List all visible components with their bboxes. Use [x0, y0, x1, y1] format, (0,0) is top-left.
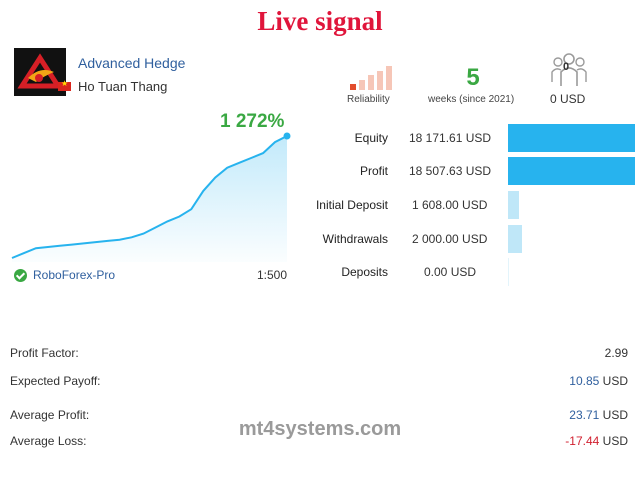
growth-endpoint	[283, 132, 291, 140]
stat-bar-profit	[508, 157, 635, 185]
reliability-label: Reliability	[347, 94, 390, 105]
reliability-bar	[377, 70, 383, 90]
stat-bar-withdrawals	[508, 225, 522, 253]
stat-label-equity: Equity	[354, 131, 388, 145]
expected-payoff-value: 10.85 USD	[569, 374, 628, 388]
verified-check-icon	[14, 268, 27, 282]
stat-bar-deposits	[508, 258, 509, 286]
author-row: Ho Tuan Thang	[58, 79, 167, 94]
broker-row: RoboForex-Pro	[14, 268, 115, 282]
average-profit-number: 23.71	[569, 408, 600, 422]
stat-label-withdrawals: Withdrawals	[322, 232, 388, 246]
reliability-bar	[350, 84, 356, 90]
reliability-bar	[386, 66, 392, 90]
page-title: Live signal	[257, 6, 383, 36]
average-loss-number: -17.44	[565, 434, 600, 448]
expected-payoff-label: Expected Payoff:	[10, 374, 101, 388]
author-name[interactable]: Ho Tuan Thang	[78, 79, 168, 94]
reliability-bar	[359, 79, 365, 90]
growth-value: 1 272%	[220, 111, 285, 132]
average-loss-currency: USD	[602, 434, 628, 448]
stat-label-deposits: Deposits	[341, 265, 388, 279]
subscribers-icon	[551, 53, 587, 86]
leverage: 1:500	[257, 268, 288, 282]
reliability-bars	[350, 66, 394, 90]
average-profit-value: 23.71 USD	[569, 408, 628, 422]
signal-name[interactable]: Advanced Hedge	[78, 55, 186, 71]
growth-area	[12, 136, 287, 262]
profit-factor-value: 2.99	[605, 346, 628, 360]
growth-chart	[11, 132, 291, 262]
broker-name[interactable]: RoboForex-Pro	[33, 268, 116, 282]
subscribers-count: 0	[563, 61, 570, 73]
vietnam-flag-icon	[58, 79, 71, 91]
expected-payoff-currency: USD	[602, 374, 628, 388]
average-loss-label: Average Loss:	[10, 434, 87, 448]
weeks-label: weeks (since 2021)	[428, 94, 515, 105]
expected-payoff-number: 10.85	[569, 374, 600, 388]
stat-value-deposits: 0.00 USD	[424, 265, 477, 279]
stat-value-equity: 18 171.61 USD	[409, 131, 492, 145]
weeks-value: 5	[466, 64, 480, 91]
stat-label-initial-deposit: Initial Deposit	[315, 198, 388, 212]
stat-value-profit: 18 507.63 USD	[409, 164, 492, 178]
watermark: mt4systems.com	[238, 418, 402, 440]
average-profit-label: Average Profit:	[10, 408, 90, 422]
signal-logo	[14, 48, 66, 96]
reliability-bar	[368, 75, 374, 90]
subscribers-value: 0 USD	[550, 92, 586, 106]
stat-label-profit: Profit	[359, 164, 388, 178]
average-loss-value: -17.44 USD	[565, 434, 628, 448]
stat-bar-initial-deposit	[508, 191, 520, 219]
stat-value-initial-deposit: 1 608.00 USD	[412, 198, 488, 212]
stat-bar-equity	[508, 124, 635, 152]
profit-factor-label: Profit Factor:	[10, 346, 79, 360]
profit-factor-number: 2.99	[604, 346, 628, 360]
stat-value-withdrawals: 2 000.00 USD	[412, 232, 488, 246]
average-profit-currency: USD	[602, 408, 628, 422]
growth-line	[11, 135, 288, 259]
